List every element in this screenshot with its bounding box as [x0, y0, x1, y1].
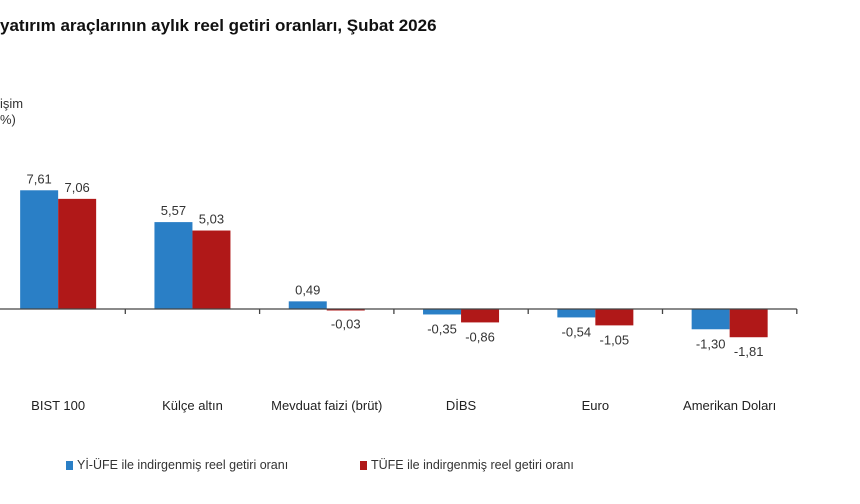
y-axis-label-line1: işim [0, 96, 24, 111]
category-label: Euro [582, 398, 609, 413]
data-label: -0,54 [562, 324, 592, 339]
legend-swatch-blue [66, 460, 73, 470]
data-label: 5,03 [199, 212, 224, 227]
data-label: 7,06 [64, 180, 89, 195]
data-label: -1,81 [734, 344, 764, 359]
legend-label: Yİ-ÜFE ile indirgenmiş reel getiri oranı [77, 458, 289, 472]
bar-yiufe [288, 301, 327, 309]
category-label: BIST 100 [31, 398, 85, 413]
legend-label: TÜFE ile indirgenmiş reel getiri oranı [371, 458, 574, 472]
data-label: -1,05 [600, 332, 630, 347]
category-label: Amerikan Doları [683, 398, 776, 413]
data-label: 7,61 [26, 171, 51, 186]
bar-tufe [58, 198, 97, 309]
data-label: -0,35 [427, 321, 457, 336]
legend-item-yiufe: Yİ-ÜFE ile indirgenmiş reel getiri oranı [66, 458, 288, 472]
data-label: 0,49 [295, 282, 320, 297]
bar-yiufe [423, 309, 462, 315]
bar-tufe [595, 309, 634, 326]
chart-title: yatırım araçlarının aylık reel getiri or… [0, 16, 437, 35]
y-axis-label-line2: %) [0, 112, 16, 127]
data-label: -0,86 [465, 329, 495, 344]
bar-yiufe [557, 309, 596, 318]
bar-yiufe [154, 222, 193, 309]
category-label: DİBS [446, 398, 477, 413]
legend-item-tufe: TÜFE ile indirgenmiş reel getiri oranı [360, 458, 574, 472]
data-label: -1,30 [696, 336, 726, 351]
bar-tufe [729, 309, 768, 338]
data-label: -0,03 [331, 316, 361, 331]
data-label: 5,57 [161, 203, 186, 218]
bar-tufe [192, 230, 231, 309]
bar-yiufe [20, 190, 59, 309]
legend-swatch-red [360, 460, 367, 470]
category-label: Mevduat faizi (brüt) [271, 398, 382, 413]
bar-tufe [326, 309, 365, 311]
bar-tufe [461, 309, 500, 323]
category-label: Külçe altın [162, 398, 223, 413]
bar-yiufe [691, 309, 730, 330]
